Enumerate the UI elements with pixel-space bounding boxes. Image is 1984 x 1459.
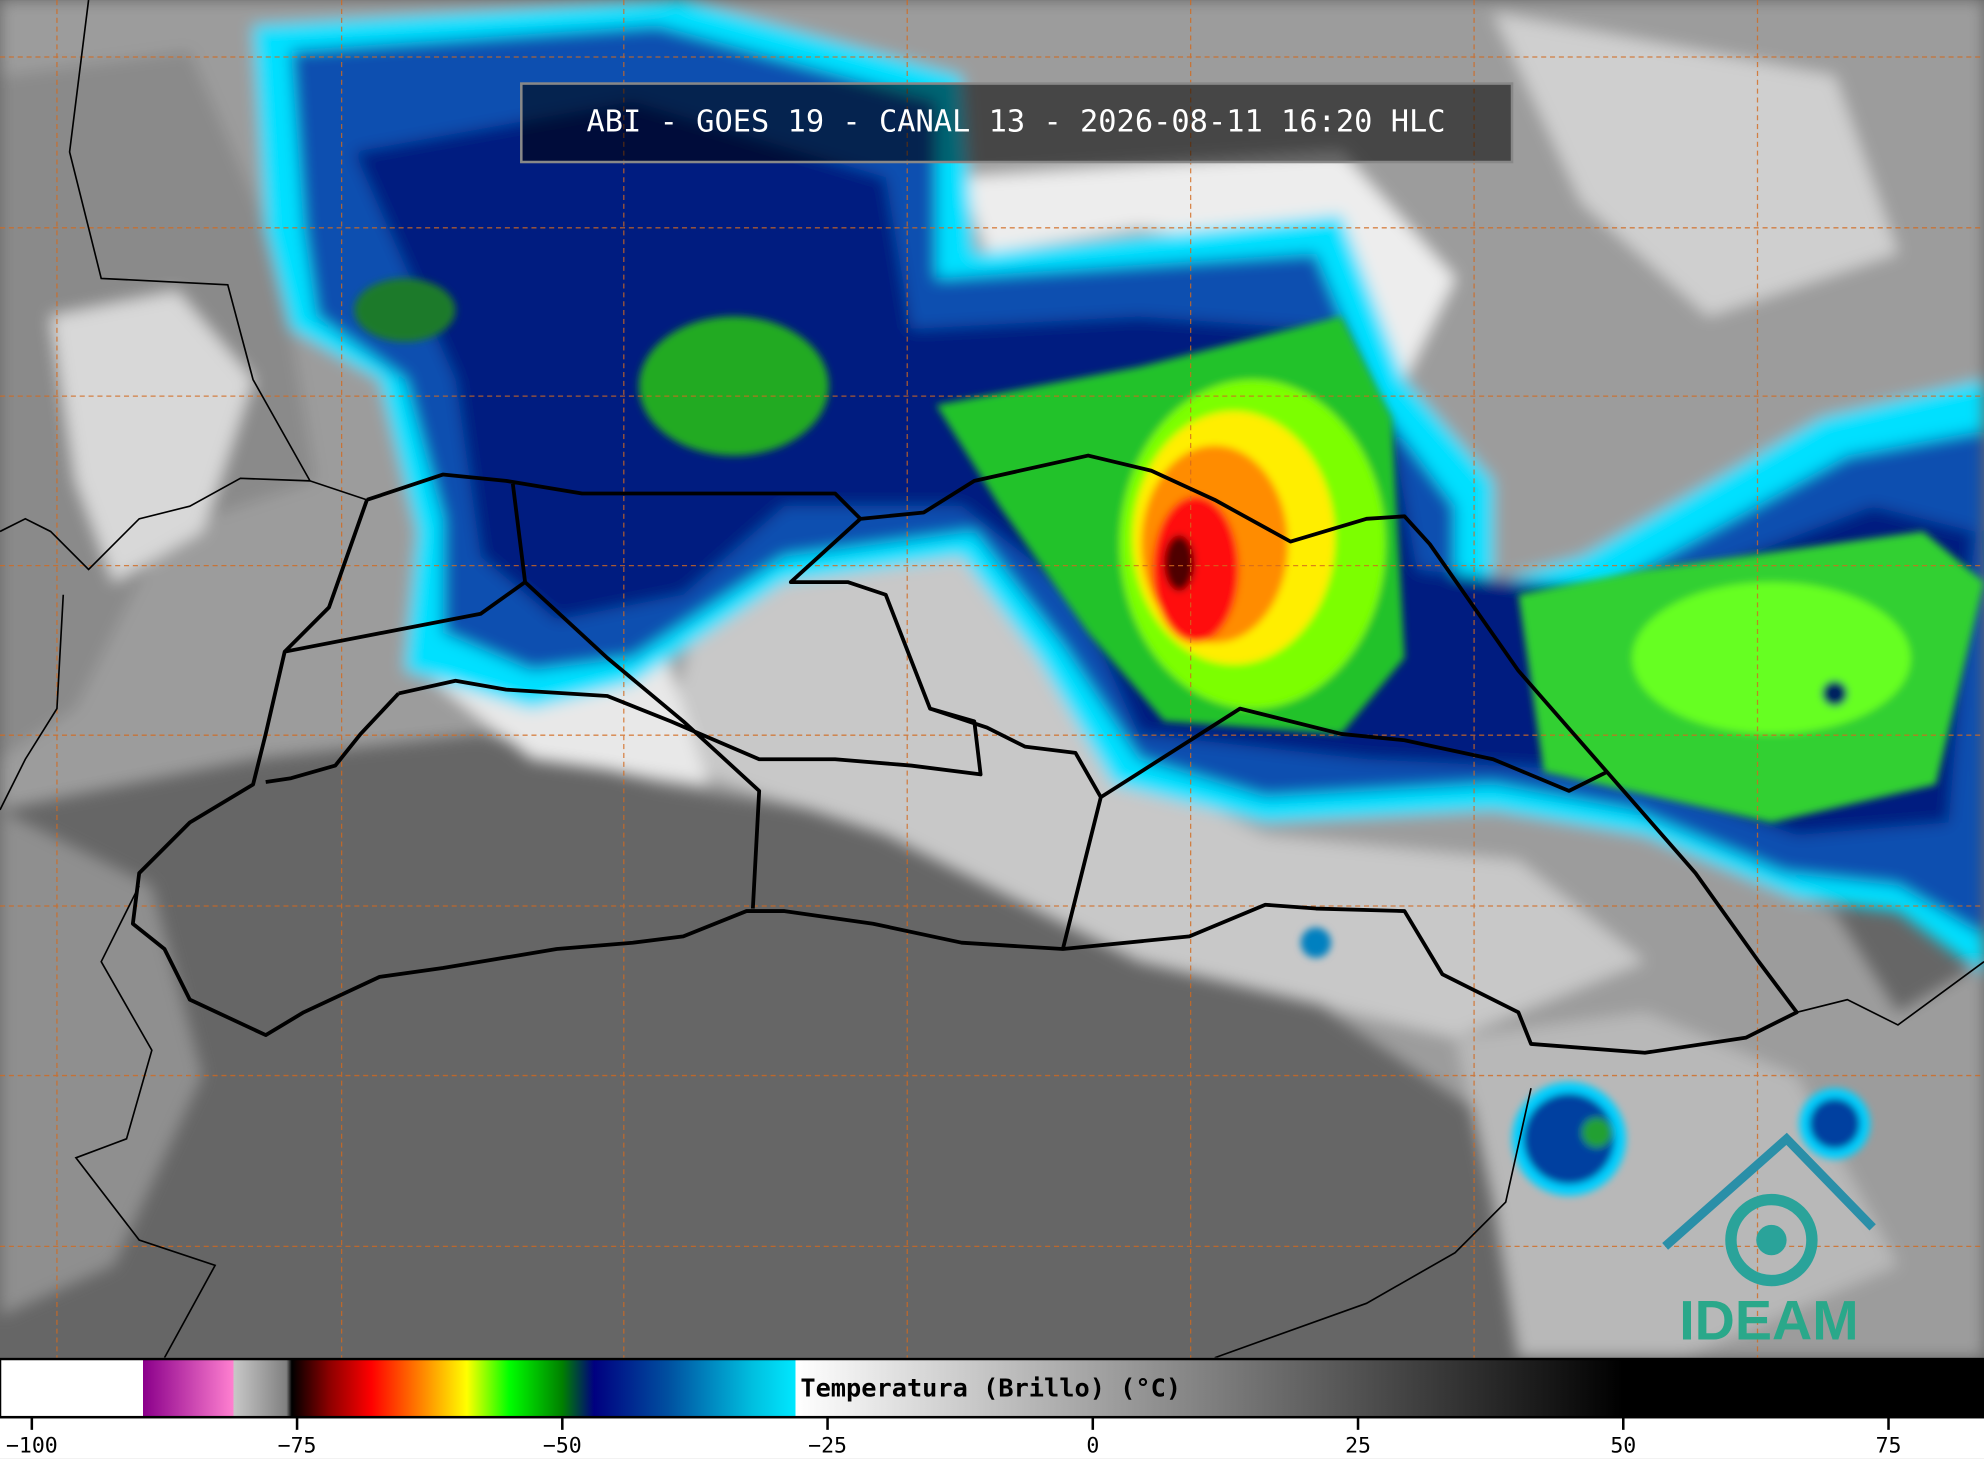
colorbar-tick-label: 25 xyxy=(1345,1433,1371,1458)
colorbar-ramp xyxy=(0,1357,1984,1419)
logo: IDEAM xyxy=(1662,1132,1876,1352)
colorbar-tick-label: 0 xyxy=(1086,1433,1099,1458)
borders xyxy=(130,453,1799,1055)
imagery xyxy=(0,0,1984,1358)
logo-roof xyxy=(1662,1132,1876,1250)
colorbar-label: Temperatura (Brillo) (°C) xyxy=(800,1373,1181,1402)
colorbar-tick-label: −75 xyxy=(278,1433,317,1458)
graticule xyxy=(0,0,1984,1358)
title-box: ABI - GOES 19 - CANAL 13 - 2026-08-11 16… xyxy=(520,82,1514,164)
colorbar-tick-label: 75 xyxy=(1876,1433,1902,1458)
logo-eye xyxy=(1756,1224,1787,1256)
colorbar-tick-label: −25 xyxy=(808,1433,847,1458)
colorbar-tick-label: −100 xyxy=(6,1433,58,1458)
logo-swirl xyxy=(1725,1193,1818,1287)
colorbar-tick-label: −50 xyxy=(543,1433,582,1458)
title: ABI - GOES 19 - CANAL 13 - 2026-08-11 16… xyxy=(587,104,1446,139)
title-background xyxy=(520,82,1514,164)
colorbar: Temperatura (Brillo) (°C) −100 −75 −50 −25 0… xyxy=(0,1357,1984,1459)
colorbar-tick-label: 50 xyxy=(1610,1433,1636,1458)
logo-text: IDEAM xyxy=(1679,1290,1858,1352)
